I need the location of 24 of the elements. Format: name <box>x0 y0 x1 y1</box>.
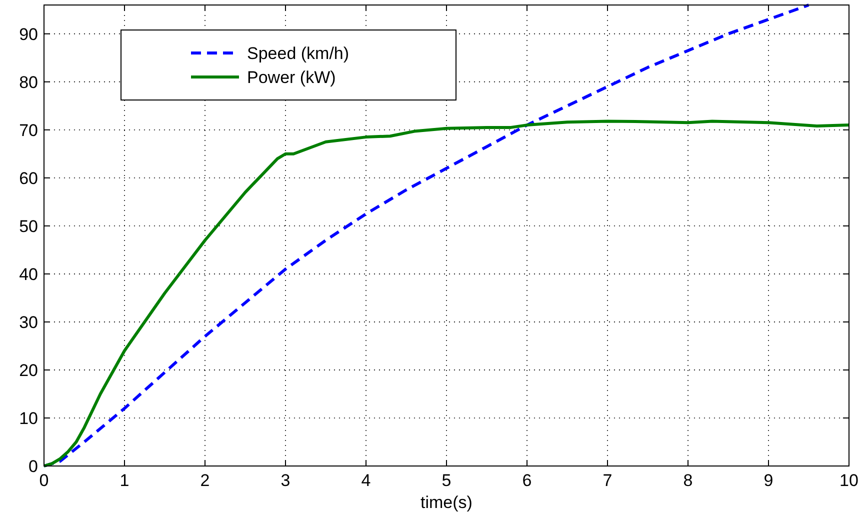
x-tick-label: 4 <box>361 471 371 490</box>
y-tick-label: 40 <box>19 264 38 284</box>
y-tick-label: 20 <box>19 360 38 380</box>
y-tick-label: 90 <box>19 24 38 44</box>
legend-label: Power (kW) <box>247 68 336 87</box>
x-tick-label: 1 <box>120 471 130 490</box>
y-tick-label: 70 <box>19 120 38 140</box>
y-tick-label: 10 <box>19 408 38 428</box>
x-tick-label: 2 <box>200 471 210 490</box>
x-axis-title: time(s) <box>420 493 472 512</box>
x-tick-label: 9 <box>764 471 774 490</box>
y-tick-label: 50 <box>19 216 38 236</box>
x-tick-label: 7 <box>602 471 612 490</box>
y-tick-label: 30 <box>19 312 38 332</box>
y-tick-label: 60 <box>19 168 38 188</box>
line-series <box>42 120 850 468</box>
x-tick-label: 5 <box>442 471 452 490</box>
x-tick-label: 10 <box>840 471 858 490</box>
x-tick-label: 8 <box>683 471 693 490</box>
x-tick-label: 6 <box>522 471 532 490</box>
x-tick-label: 3 <box>280 471 290 490</box>
y-tick-label: 80 <box>19 72 38 92</box>
y-tick-label: 0 <box>28 456 38 476</box>
legend-label: Speed (km/h) <box>247 44 350 63</box>
